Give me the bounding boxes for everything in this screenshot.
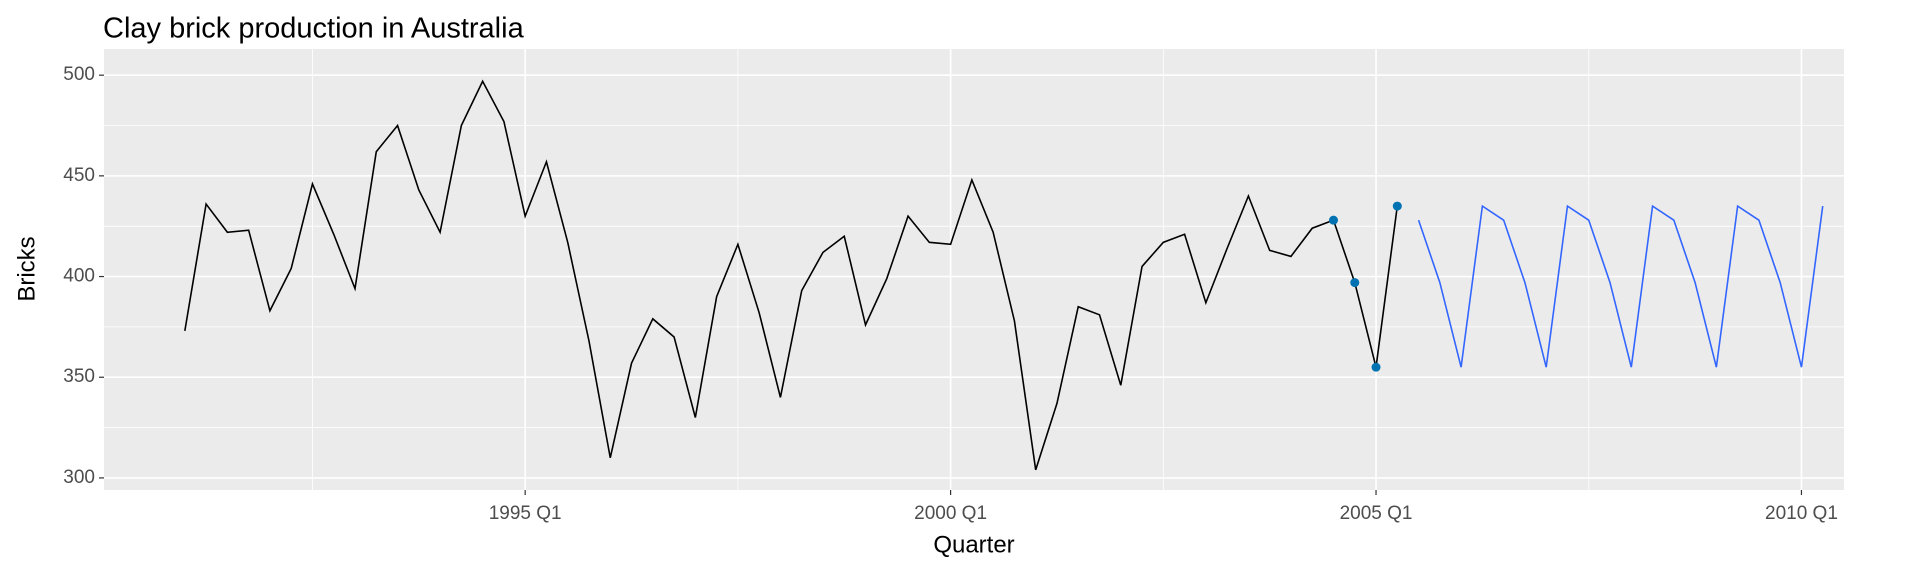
y-tick-label: 450 — [63, 165, 95, 186]
x-tick-label: 2000 Q1 — [914, 503, 987, 524]
x-tick-label: 1995 Q1 — [489, 503, 562, 524]
x-axis-title: Quarter — [933, 531, 1014, 558]
series-line — [1417, 204, 1824, 368]
series-line — [184, 79, 1399, 471]
x-tick-label: 2010 Q1 — [1765, 503, 1838, 524]
y-tick-label: 350 — [63, 366, 95, 387]
point — [1350, 278, 1360, 288]
point — [1371, 362, 1381, 372]
y-axis-title: Bricks — [13, 236, 40, 301]
point — [1328, 215, 1338, 225]
x-tick-label: 2005 Q1 — [1340, 503, 1413, 524]
y-tick-label: 500 — [63, 64, 95, 85]
panel — [104, 49, 1844, 490]
chart-title: Clay brick production in Australia — [103, 13, 525, 45]
point — [1392, 201, 1402, 211]
y-tick-label: 400 — [63, 266, 95, 287]
y-tick-label: 300 — [63, 467, 95, 488]
